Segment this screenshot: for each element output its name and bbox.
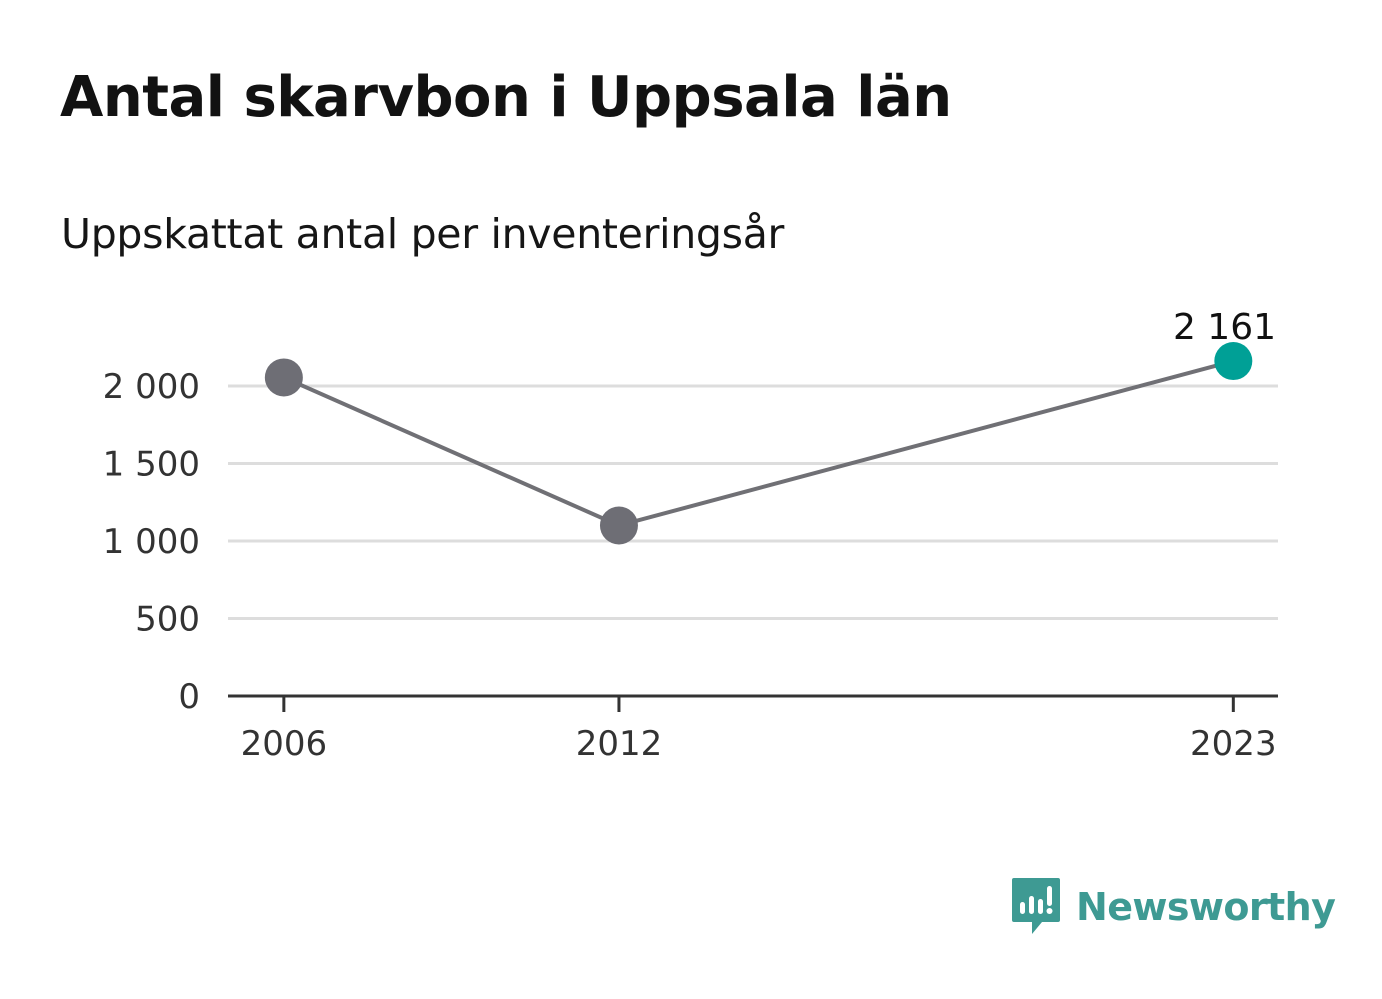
y-axis-ticks: 0 500 1 000 1 500 2 000 [103,367,200,717]
data-point [264,358,303,397]
newsworthy-logo-icon [1012,878,1060,934]
newsworthy-brand: Newsworthy [1010,876,1336,938]
chart-subtitle: Uppskattat antal per inventeringsår [61,210,785,258]
data-label: 2 161 [1173,307,1276,348]
x-tick-label: 2006 [241,724,328,764]
highlight-data-point [1214,342,1253,381]
brand-name: Newsworthy [1076,885,1336,929]
x-tick-label: 2023 [1190,724,1277,764]
data-point [599,506,638,545]
y-tick-label: 2 000 [103,367,200,407]
y-tick-label: 1 500 [103,445,200,485]
x-axis-ticks: 2006 2012 2023 [241,696,1277,764]
y-tick-label: 1 000 [103,522,200,562]
data-points [264,342,1253,545]
y-tick-label: 500 [135,600,200,640]
data-labels: 2 161 [1173,307,1276,348]
x-tick-label: 2012 [576,724,663,764]
grid-lines [228,384,1278,620]
y-tick-label: 0 [178,677,200,717]
chart-title: Antal skarvbon i Uppsala län [60,65,952,130]
